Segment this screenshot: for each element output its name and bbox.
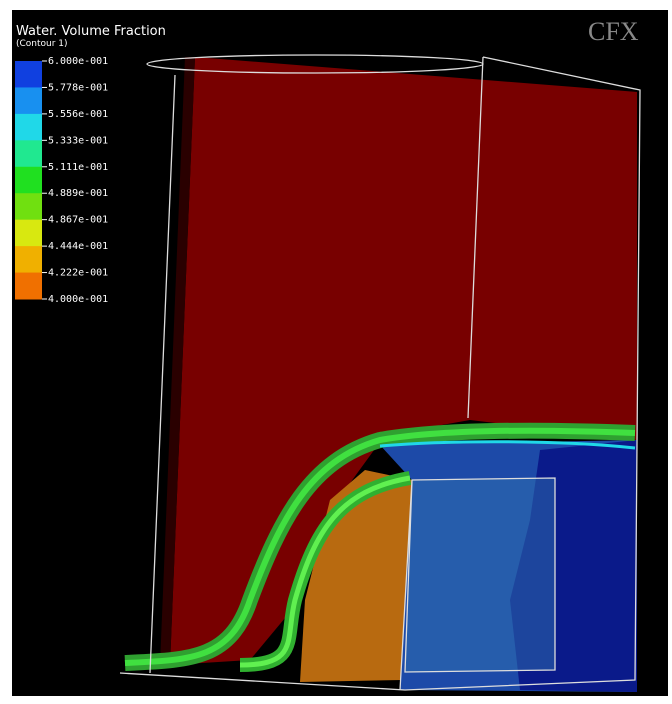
legend-label: 6.000e-001 (48, 56, 108, 67)
legend-swatch (15, 167, 42, 194)
legend-label: 5.556e-001 (48, 109, 108, 120)
legend-label: 4.222e-001 (48, 268, 108, 279)
legend-swatch (15, 140, 42, 167)
legend-swatch (15, 193, 42, 220)
title: Water. Volume Fraction (16, 24, 166, 39)
blue-inner (405, 478, 555, 672)
legend-swatch (15, 87, 42, 114)
legend-label: 5.778e-001 (48, 82, 108, 93)
legend-swatch (15, 61, 42, 88)
legend-label: 5.111e-001 (48, 162, 108, 173)
legend-swatch (15, 246, 42, 273)
legend-label: 4.444e-001 (48, 241, 108, 252)
legend-swatch (15, 220, 42, 247)
cfd-view: Water. Volume Fraction (Contour 1) CFX 6… (0, 0, 672, 704)
legend-label: 5.333e-001 (48, 135, 108, 146)
legend-swatch (15, 114, 42, 141)
legend-label: 4.000e-001 (48, 294, 108, 305)
page: Water. Volume Fraction (Contour 1) CFX 6… (0, 0, 672, 704)
subtitle: (Contour 1) (16, 39, 68, 49)
legend-swatch (15, 273, 42, 300)
legend-label: 4.889e-001 (48, 188, 108, 199)
legend-label: 4.867e-001 (48, 215, 108, 226)
watermark: CFX (588, 17, 639, 46)
